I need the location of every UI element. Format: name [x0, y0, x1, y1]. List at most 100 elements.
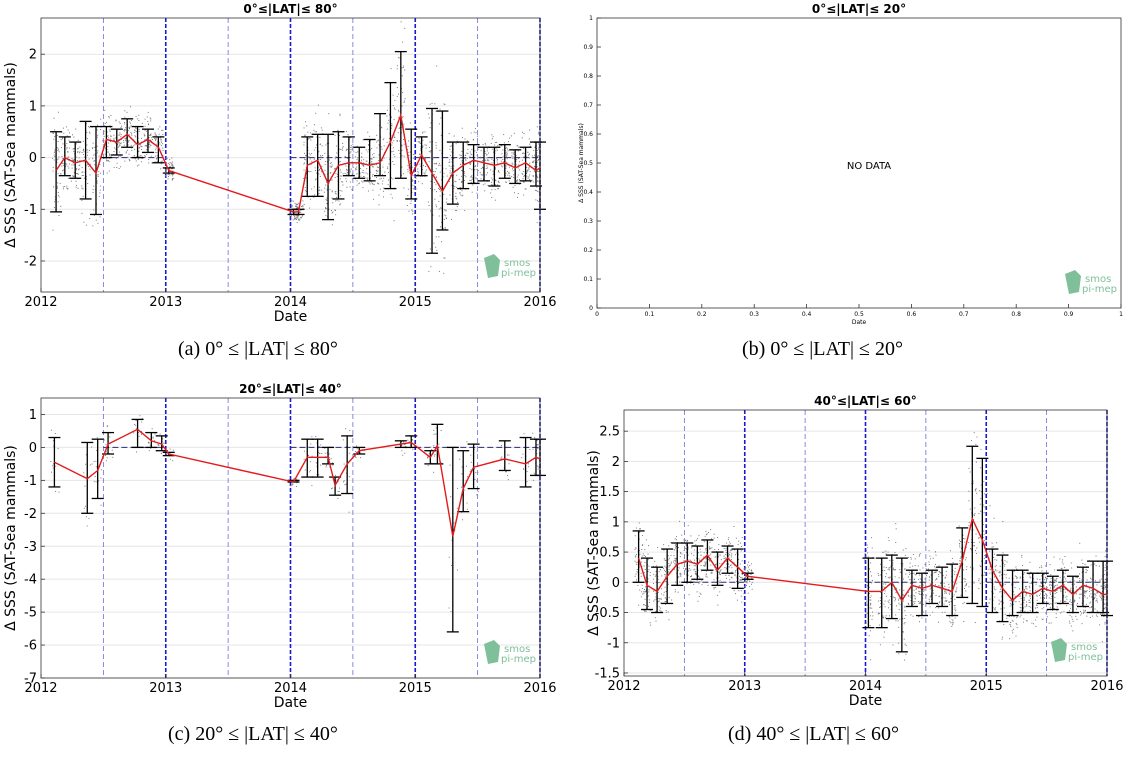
- raw-point: [701, 580, 703, 582]
- raw-point: [83, 154, 85, 156]
- raw-point: [339, 169, 341, 171]
- raw-point: [425, 147, 427, 149]
- raw-point: [326, 197, 328, 199]
- raw-point: [903, 594, 905, 596]
- raw-point: [1050, 577, 1052, 579]
- raw-point: [113, 134, 115, 136]
- raw-point: [536, 126, 538, 128]
- raw-point: [1012, 591, 1014, 593]
- raw-point: [128, 128, 130, 130]
- raw-point: [679, 556, 681, 558]
- raw-point: [523, 176, 525, 178]
- raw-point: [394, 156, 396, 158]
- raw-point: [871, 618, 873, 620]
- raw-point: [995, 564, 997, 566]
- raw-point: [300, 216, 302, 218]
- raw-point: [1016, 616, 1018, 618]
- raw-point: [529, 181, 531, 183]
- raw-point: [127, 141, 129, 143]
- raw-point: [480, 174, 482, 176]
- raw-point: [474, 478, 476, 480]
- raw-point: [639, 528, 641, 530]
- raw-point: [345, 428, 347, 430]
- raw-point: [1103, 588, 1105, 590]
- raw-point: [83, 475, 85, 477]
- raw-point: [386, 141, 388, 143]
- raw-point: [894, 589, 896, 591]
- raw-point: [480, 156, 482, 158]
- raw-point: [461, 181, 463, 183]
- raw-point: [687, 525, 689, 527]
- raw-point: [66, 147, 68, 149]
- raw-point: [884, 616, 886, 618]
- raw-point: [729, 541, 731, 543]
- raw-point: [1052, 609, 1054, 611]
- raw-point: [674, 538, 676, 540]
- raw-point: [657, 591, 659, 593]
- raw-point: [675, 558, 677, 560]
- raw-point: [736, 580, 738, 582]
- raw-point: [934, 564, 936, 566]
- raw-point: [1011, 630, 1013, 632]
- raw-point: [890, 565, 892, 567]
- raw-point: [1084, 592, 1086, 594]
- raw-point: [734, 573, 736, 575]
- raw-point: [748, 568, 750, 570]
- raw-point: [72, 148, 74, 150]
- logo-shape-icon: [1065, 270, 1081, 294]
- raw-point: [412, 436, 414, 438]
- raw-point: [917, 600, 919, 602]
- raw-point: [412, 179, 414, 181]
- raw-point: [401, 117, 403, 119]
- raw-point: [920, 593, 922, 595]
- raw-point: [162, 149, 164, 151]
- raw-point: [675, 559, 677, 561]
- raw-point: [137, 141, 139, 143]
- raw-point: [93, 214, 95, 216]
- raw-point: [999, 591, 1001, 593]
- raw-point: [351, 161, 353, 163]
- raw-point: [171, 166, 173, 168]
- raw-point: [117, 142, 119, 144]
- raw-point: [686, 581, 688, 583]
- raw-point: [681, 553, 683, 555]
- raw-point: [404, 98, 406, 100]
- raw-point: [473, 448, 475, 450]
- raw-point: [62, 127, 64, 129]
- raw-point: [147, 123, 149, 125]
- raw-point: [1046, 601, 1048, 603]
- raw-point: [649, 622, 651, 624]
- raw-point: [367, 177, 369, 179]
- raw-point: [320, 171, 322, 173]
- logo-text-top: smos: [504, 644, 530, 655]
- raw-point: [1079, 573, 1081, 575]
- raw-point: [889, 584, 891, 586]
- raw-point: [639, 589, 641, 591]
- raw-point: [65, 126, 67, 128]
- raw-point: [1085, 572, 1087, 574]
- raw-point: [461, 466, 463, 468]
- raw-point: [1024, 610, 1026, 612]
- raw-point: [417, 141, 419, 143]
- raw-point: [308, 454, 310, 456]
- raw-point: [355, 152, 357, 154]
- raw-point: [456, 140, 458, 142]
- raw-point: [63, 132, 65, 134]
- chart-title: 0°≤|LAT|≤ 80°: [243, 2, 337, 16]
- raw-point: [52, 170, 54, 172]
- raw-point: [864, 561, 866, 563]
- raw-point: [719, 573, 721, 575]
- raw-point: [1011, 604, 1013, 606]
- raw-point: [508, 172, 510, 174]
- raw-point: [533, 479, 535, 481]
- raw-point: [337, 130, 339, 132]
- raw-point: [1104, 578, 1106, 580]
- raw-point: [98, 195, 100, 197]
- raw-point: [356, 180, 358, 182]
- raw-point: [150, 155, 152, 157]
- raw-point: [339, 175, 341, 177]
- raw-point: [532, 448, 534, 450]
- raw-point: [1041, 586, 1043, 588]
